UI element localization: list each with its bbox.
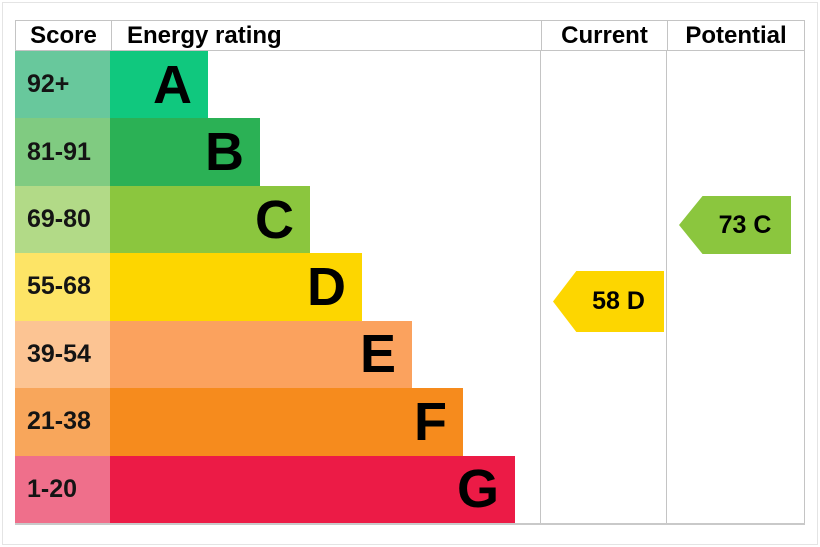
- rating-letter-c: C: [255, 189, 294, 250]
- rating-letter-d: D: [307, 256, 346, 317]
- potential-rating-arrow: 73 C: [679, 196, 791, 254]
- rating-row-c: 69-80 C: [15, 185, 805, 254]
- rating-letter-g: G: [456, 459, 499, 520]
- rating-letter-e: E: [359, 324, 396, 385]
- potential-column: 73 C: [666, 51, 805, 523]
- energy-rating-header: Energy rating: [111, 21, 541, 50]
- current-header: Current: [541, 21, 667, 50]
- bar-track-f: F: [110, 388, 805, 456]
- chart-body: 92+ A 81-91 B 69-80 C 5: [15, 51, 805, 525]
- score-range-g: 1-20: [15, 455, 110, 523]
- rating-row-b: 81-91 B: [15, 118, 805, 186]
- current-rating-arrow: 58 D: [553, 271, 664, 332]
- rating-letter-f: F: [414, 391, 447, 452]
- rating-bar-b: B: [110, 118, 260, 186]
- score-range-c: 69-80: [15, 185, 110, 254]
- score-range-e: 39-54: [15, 320, 110, 389]
- bar-track-a: A: [110, 51, 805, 119]
- rating-bar-a: A: [110, 51, 208, 119]
- score-header: Score: [30, 21, 97, 49]
- rating-letter-a: A: [153, 54, 192, 115]
- bar-track-b: B: [110, 118, 805, 186]
- score-range-a: 92+: [15, 51, 110, 119]
- rating-row-f: 21-38 F: [15, 388, 805, 456]
- bar-track-d: D: [110, 253, 805, 321]
- bar-track-c: C: [110, 185, 805, 254]
- bar-track-e: E: [110, 320, 805, 389]
- potential-header: Potential: [667, 21, 804, 50]
- rating-letter-b: B: [205, 122, 244, 183]
- rating-bar-e: E: [110, 320, 412, 389]
- score-range-d: 55-68: [15, 253, 110, 321]
- rating-row-d: 55-68 D: [15, 253, 805, 321]
- rating-bar-f: F: [110, 388, 463, 456]
- current-column: 58 D: [540, 51, 666, 523]
- header-row: Score Energy rating Current Potential: [15, 20, 805, 51]
- score-range-f: 21-38: [15, 388, 110, 456]
- rating-bar-c: C: [110, 185, 310, 254]
- rating-row-e: 39-54 E: [15, 320, 805, 389]
- rating-bar-d: D: [110, 253, 362, 321]
- score-range-b: 81-91: [15, 118, 110, 186]
- rating-bar-g: G: [110, 455, 515, 523]
- rating-row-g: 1-20 G: [15, 455, 805, 523]
- rating-row-a: 92+ A: [15, 51, 805, 119]
- bar-track-g: G: [110, 455, 805, 523]
